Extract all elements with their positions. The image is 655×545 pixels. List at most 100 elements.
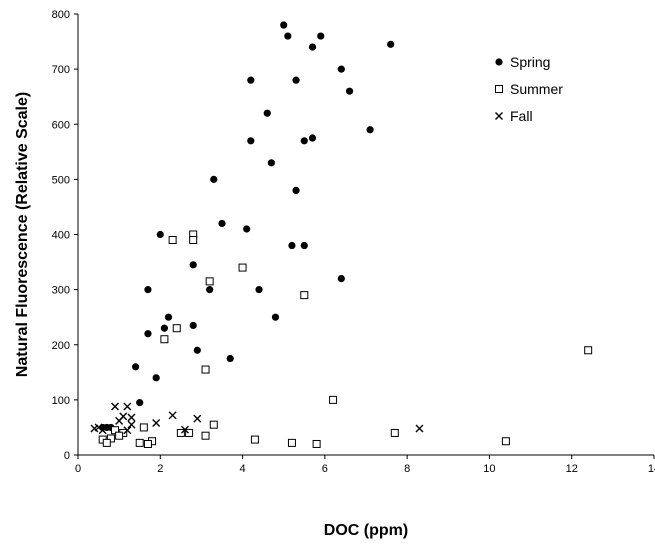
- legend-label-fall: Fall: [510, 108, 533, 124]
- summer-point: [111, 426, 120, 435]
- summer-point: [106, 434, 115, 443]
- spring-point: [387, 40, 395, 48]
- summer-point: [501, 437, 510, 446]
- summer-point: [143, 439, 152, 448]
- x-tick-label: 0: [75, 463, 81, 475]
- fall-point: [123, 426, 132, 435]
- summer-point: [160, 335, 169, 344]
- summer-point: [312, 439, 321, 448]
- legend-label-summer: Summer: [510, 81, 563, 97]
- data-points: [90, 21, 593, 448]
- spring-point: [156, 230, 164, 239]
- summer-point: [135, 438, 144, 447]
- summer-point: [329, 395, 338, 404]
- spring-point: [255, 286, 263, 294]
- summer-point: [102, 438, 111, 447]
- x-tick-label: 6: [322, 463, 328, 475]
- x-tick-label: 14: [648, 463, 655, 475]
- summer-point: [115, 431, 124, 440]
- spring-point: [263, 109, 271, 117]
- spring-point: [160, 324, 168, 332]
- legend: Spring Summer Fall: [495, 54, 563, 124]
- fall-point: [115, 416, 124, 425]
- legend-marker-fall: [495, 112, 503, 120]
- y-tick-label: 700: [52, 64, 70, 76]
- spring-point: [144, 286, 152, 294]
- spring-point: [317, 32, 325, 40]
- summer-point: [139, 423, 148, 432]
- y-tick-label: 500: [52, 174, 70, 186]
- spring-point: [136, 399, 144, 407]
- spring-point: [210, 175, 218, 183]
- spring-point: [164, 313, 173, 321]
- summer-point: [201, 365, 210, 374]
- legend-label-spring: Spring: [510, 54, 550, 70]
- spring-point: [206, 286, 214, 294]
- spring-point: [144, 330, 152, 338]
- x-tick-label: 10: [483, 463, 495, 475]
- y-axis-title: Natural Fluorescence (Relative Scale): [14, 92, 31, 377]
- fall-point: [127, 420, 136, 429]
- summer-point: [205, 277, 214, 286]
- spring-point: [247, 137, 255, 145]
- summer-point: [176, 428, 185, 437]
- y-tick-label: 800: [52, 9, 70, 21]
- y-tick-label: 0: [64, 450, 70, 462]
- y-tick-label: 400: [52, 230, 70, 242]
- fall-point: [415, 424, 424, 433]
- spring-point: [292, 76, 300, 84]
- summer-point: [390, 428, 399, 437]
- summer-point: [584, 346, 593, 355]
- x-tick-label: 2: [157, 463, 163, 475]
- summer-point: [238, 263, 247, 272]
- spring-point: [152, 374, 160, 382]
- spring-point: [226, 354, 234, 363]
- spring-point: [243, 225, 251, 233]
- spring-point: [193, 346, 201, 354]
- legend-marker-spring: [495, 58, 503, 66]
- spring-point: [189, 261, 197, 269]
- summer-point: [201, 431, 210, 440]
- spring-point: [308, 43, 317, 51]
- spring-point: [300, 137, 308, 145]
- y-tick-label: 100: [52, 395, 70, 407]
- spring-point: [292, 186, 300, 194]
- spring-point: [271, 313, 280, 321]
- summer-point: [172, 324, 181, 333]
- x-tick-label: 12: [566, 463, 578, 475]
- spring-point: [280, 21, 288, 29]
- fall-point: [152, 419, 161, 428]
- y-tick-label: 600: [52, 119, 70, 131]
- spring-point: [337, 275, 345, 283]
- x-axis-title: DOC (ppm): [324, 522, 408, 539]
- summer-point: [185, 428, 194, 437]
- spring-point: [189, 321, 197, 330]
- summer-point: [209, 420, 218, 429]
- fall-point: [180, 425, 189, 434]
- fall-point: [111, 402, 120, 411]
- x-tick-label: 8: [404, 463, 410, 475]
- summer-point: [287, 438, 296, 447]
- spring-point: [308, 134, 317, 142]
- spring-point: [284, 32, 292, 40]
- x-axis-ticks: 0 2 4 6 8 10 12 14: [75, 455, 655, 475]
- fall-point: [168, 411, 177, 420]
- y-tick-label: 300: [52, 285, 70, 297]
- spring-point: [345, 87, 354, 95]
- fall-point: [123, 402, 132, 411]
- y-tick-label: 200: [52, 340, 70, 352]
- spring-point: [267, 159, 275, 167]
- y-axis-ticks: 0 100 200 300 400 500 600 700 800: [52, 9, 78, 462]
- spring-point: [132, 363, 140, 371]
- fall-point: [127, 413, 136, 422]
- spring-point: [247, 76, 255, 84]
- spring-point: [337, 65, 345, 73]
- spring-point: [366, 126, 374, 134]
- summer-point: [168, 236, 177, 245]
- fall-point: [193, 414, 202, 423]
- summer-point: [300, 291, 309, 300]
- spring-point: [218, 219, 226, 228]
- axes: [77, 14, 654, 456]
- legend-marker-summer: [495, 85, 503, 93]
